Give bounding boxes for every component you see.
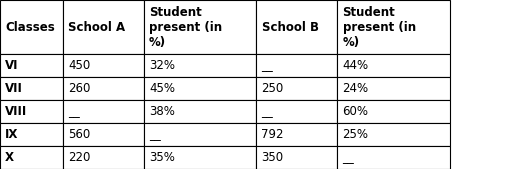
Bar [63, 146, 144, 169]
Bar [0, 123, 63, 146]
Bar [144, 100, 256, 123]
Text: 260: 260 [68, 82, 90, 95]
Text: 44%: 44% [343, 59, 369, 72]
Text: 220: 220 [68, 151, 90, 164]
Bar [144, 54, 256, 77]
Bar [337, 77, 450, 100]
Text: 45%: 45% [149, 82, 175, 95]
Text: 24%: 24% [343, 82, 369, 95]
Bar [337, 146, 450, 169]
Bar [63, 123, 144, 146]
Text: School B: School B [262, 21, 319, 33]
Bar [337, 100, 450, 123]
Bar [0, 146, 63, 169]
Text: __: __ [262, 105, 273, 118]
Text: 32%: 32% [149, 59, 175, 72]
Bar [256, 54, 337, 77]
Bar [63, 100, 144, 123]
Text: 25%: 25% [343, 128, 369, 141]
Bar [337, 123, 450, 146]
Bar [256, 77, 337, 100]
Text: 250: 250 [262, 82, 284, 95]
Bar [144, 123, 256, 146]
Text: __: __ [343, 151, 354, 164]
Bar [0, 100, 63, 123]
Text: __: __ [149, 128, 161, 141]
Bar [256, 123, 337, 146]
Text: 350: 350 [262, 151, 283, 164]
Text: Student
present (in
%): Student present (in %) [343, 6, 416, 49]
Text: 38%: 38% [149, 105, 175, 118]
Bar [63, 0, 144, 54]
Text: 60%: 60% [343, 105, 369, 118]
Text: 35%: 35% [149, 151, 175, 164]
Bar [337, 0, 450, 54]
Bar [144, 146, 256, 169]
Text: X: X [5, 151, 14, 164]
Bar [63, 54, 144, 77]
Bar [337, 54, 450, 77]
Text: School A: School A [68, 21, 125, 33]
Bar [0, 77, 63, 100]
Text: __: __ [68, 105, 79, 118]
Text: IX: IX [5, 128, 19, 141]
Bar [256, 0, 337, 54]
Text: 450: 450 [68, 59, 90, 72]
Bar [256, 100, 337, 123]
Text: 792: 792 [262, 128, 284, 141]
Bar [144, 77, 256, 100]
Text: VI: VI [5, 59, 19, 72]
Bar [144, 0, 256, 54]
Text: VIII: VIII [5, 105, 28, 118]
Text: VII: VII [5, 82, 23, 95]
Text: 560: 560 [68, 128, 90, 141]
Text: __: __ [262, 59, 273, 72]
Bar [0, 0, 63, 54]
Bar [63, 77, 144, 100]
Text: Classes: Classes [5, 21, 55, 33]
Bar [0, 54, 63, 77]
Bar [256, 146, 337, 169]
Text: Student
present (in
%): Student present (in %) [149, 6, 222, 49]
